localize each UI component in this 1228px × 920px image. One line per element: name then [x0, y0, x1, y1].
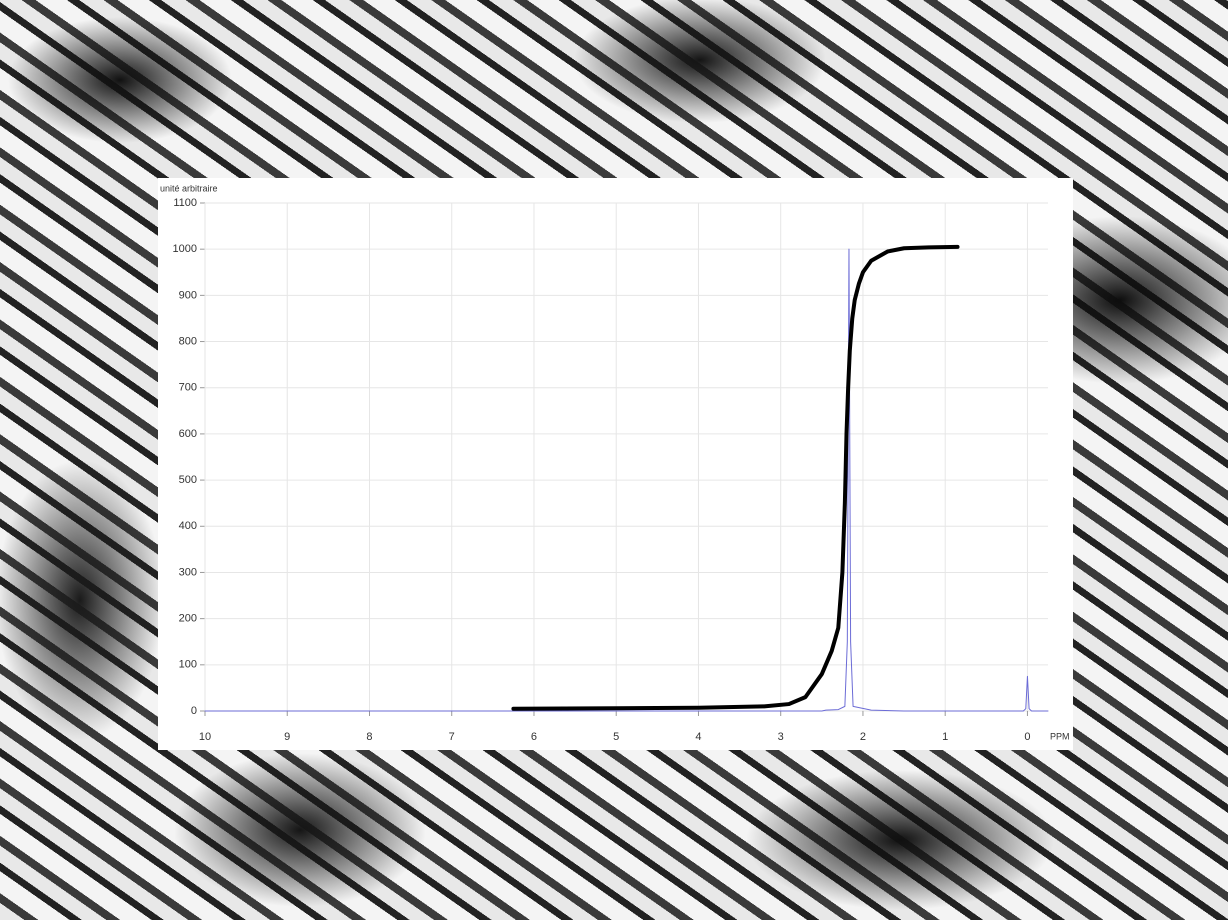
- x-tick-label: 10: [199, 731, 211, 743]
- x-tick-label: 3: [778, 731, 784, 743]
- y-tick-label: 800: [179, 335, 197, 347]
- y-tick-label: 900: [179, 289, 197, 301]
- y-tick-label: 1000: [173, 243, 197, 255]
- chart: unité arbitraire PPM 0100200300400500600…: [0, 0, 1228, 920]
- chart-panel: [158, 178, 1073, 750]
- x-tick-label: 4: [695, 731, 701, 743]
- x-tick-label: 1: [942, 731, 948, 743]
- y-tick-label: 1100: [173, 197, 197, 209]
- x-tick-label: 2: [860, 731, 866, 743]
- x-tick-label: 0: [1024, 731, 1030, 743]
- y-tick-label: 100: [179, 659, 197, 671]
- x-tick-label: 5: [613, 731, 619, 743]
- x-tick-label: 7: [449, 731, 455, 743]
- x-tick-label: 6: [531, 731, 537, 743]
- x-tick-label: 8: [366, 731, 372, 743]
- y-tick-label: 500: [179, 474, 197, 486]
- y-tick-label: 700: [179, 382, 197, 394]
- x-axis-label: PPM: [1050, 731, 1070, 741]
- y-tick-label: 600: [179, 428, 197, 440]
- page: unité arbitraire PPM 0100200300400500600…: [0, 0, 1228, 920]
- y-tick-label: 400: [179, 520, 197, 532]
- y-tick-label: 0: [191, 705, 197, 717]
- y-tick-label: 200: [179, 613, 197, 625]
- y-tick-label: 300: [179, 566, 197, 578]
- x-tick-label: 9: [284, 731, 290, 743]
- y-axis-label: unité arbitraire: [160, 183, 218, 193]
